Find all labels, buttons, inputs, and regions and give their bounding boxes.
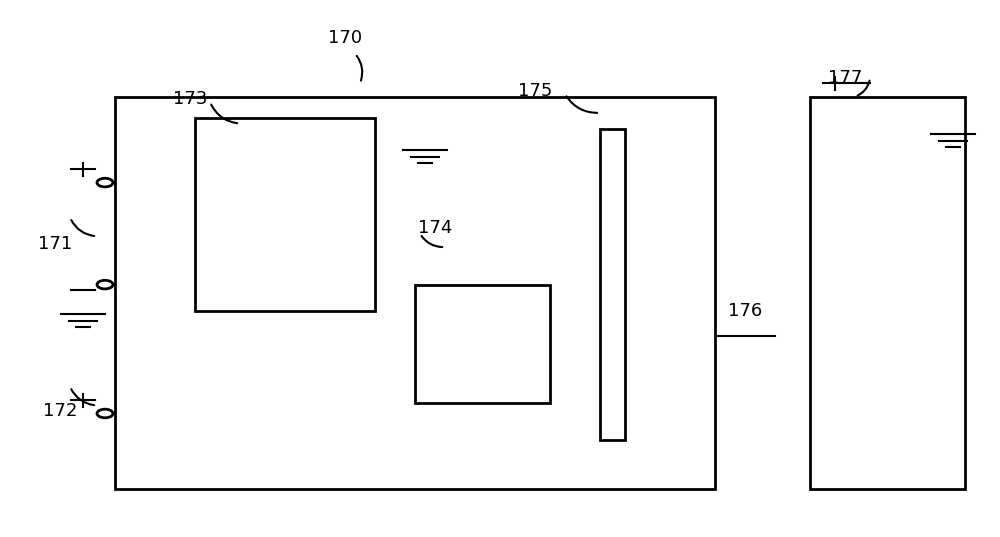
Text: 176: 176 (728, 302, 762, 321)
Text: 175: 175 (518, 82, 552, 100)
Text: 177: 177 (828, 69, 862, 87)
FancyBboxPatch shape (195, 118, 375, 311)
FancyBboxPatch shape (810, 97, 965, 489)
Text: 170: 170 (328, 28, 362, 47)
FancyBboxPatch shape (115, 97, 715, 489)
FancyBboxPatch shape (600, 129, 625, 440)
Text: 174: 174 (418, 219, 452, 237)
Text: 171: 171 (38, 235, 72, 253)
FancyBboxPatch shape (415, 285, 550, 403)
Text: 172: 172 (43, 402, 77, 420)
Text: 173: 173 (173, 90, 207, 108)
